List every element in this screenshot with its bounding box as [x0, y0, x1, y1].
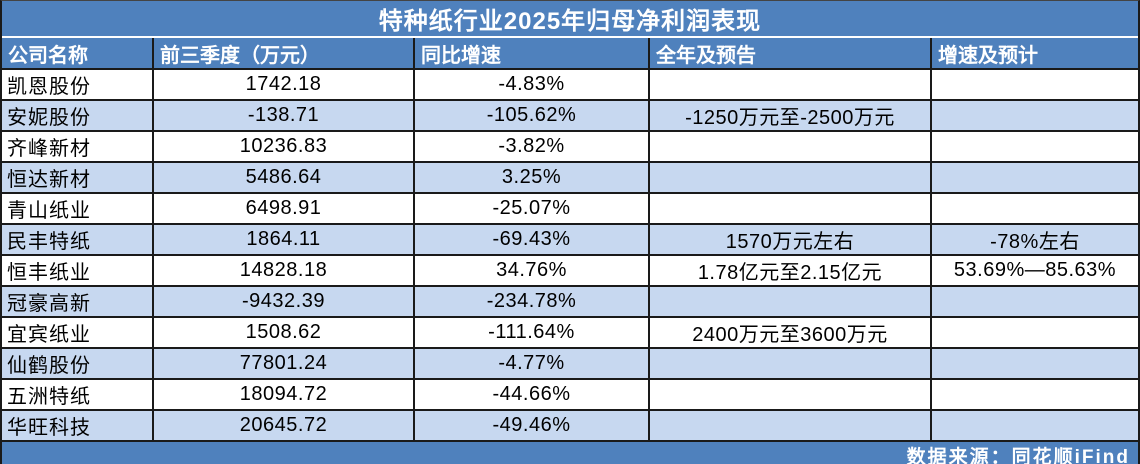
column-header-yoy_growth: 同比增速 — [415, 38, 650, 68]
cell-yoy_growth: -69.43% — [415, 225, 650, 254]
table-row: 凯恩股份 1742.18 -4.83% — [2, 70, 1138, 101]
cell-yoy_growth: -49.46% — [415, 411, 650, 440]
table-row: 民丰特纸 1864.11 -69.43% 1570万元左右 -78%左右 — [2, 225, 1138, 256]
table-body: 凯恩股份 1742.18 -4.83% 安妮股份 -138.71 -105.62% -125… — [2, 70, 1138, 442]
table-row: 恒丰纸业 14828.18 34.76% 1.78亿元至2.15亿元 53.69%—85… — [2, 256, 1138, 287]
column-header-forecast_growth: 增速及预计 — [938, 44, 1038, 67]
cell-yoy_growth: -111.64% — [415, 318, 650, 347]
column-header-company: 公司名称 — [2, 38, 154, 68]
cell-q3_profit: -9432.39 — [154, 287, 415, 316]
cell-forecast_growth — [932, 380, 1138, 409]
cell-full_year_forecast — [650, 287, 932, 316]
cell-full_year_forecast: 1.78亿元至2.15亿元 — [650, 256, 932, 285]
cell-company: 恒达新材 — [2, 163, 154, 192]
column-header-q3_profit: 前三季度（万元） — [154, 38, 415, 68]
cell-yoy_growth: -234.78% — [415, 287, 650, 316]
cell-forecast_growth: -78%左右 — [990, 231, 1080, 253]
cell-yoy_growth: -3.82% — [415, 132, 650, 161]
cell-company: 仙鹤股份 — [2, 349, 154, 378]
cell-full_year_forecast: 1570万元左右 — [650, 225, 932, 254]
cell-company: 安妮股份 — [2, 101, 154, 130]
cell-q3_profit: 18094.72 — [154, 380, 415, 409]
cell-full_year_forecast — [650, 349, 932, 378]
cell-company: 冠豪高新 — [2, 287, 154, 316]
cell-yoy_growth: 34.76% — [415, 256, 650, 285]
cell-company: 民丰特纸 — [2, 225, 154, 254]
table-row: 宜宾纸业 1508.62 -111.64% 2400万元至3600万元 — [2, 318, 1138, 349]
cell-yoy_growth: -4.77% — [415, 349, 650, 378]
table-row: 青山纸业 6498.91 -25.07% — [2, 194, 1138, 225]
cell-forecast_growth — [932, 287, 1138, 316]
cell-forecast_growth — [932, 318, 1138, 347]
table-row: 安妮股份 -138.71 -105.62% -1250万元至-2500万元 — [2, 101, 1138, 132]
cell-yoy_growth: -105.62% — [415, 101, 650, 130]
cell-full_year_forecast — [650, 132, 932, 161]
table-row: 冠豪高新 -9432.39 -234.78% — [2, 287, 1138, 318]
cell-forecast_growth: 53.69%—85.63% — [953, 259, 1117, 281]
cell-forecast_growth — [932, 132, 1138, 161]
cell-yoy_growth: -4.83% — [415, 70, 650, 99]
cell-full_year_forecast — [650, 70, 932, 99]
table-row: 五洲特纸 18094.72 -44.66% — [2, 380, 1138, 411]
cell-yoy_growth: 3.25% — [415, 163, 650, 192]
cell-full_year_forecast — [650, 163, 932, 192]
cell-q3_profit: 1508.62 — [154, 318, 415, 347]
cell-full_year_forecast: 2400万元至3600万元 — [650, 318, 932, 347]
cell-forecast_growth — [932, 163, 1138, 192]
cell-q3_profit: 1864.11 — [154, 225, 415, 254]
cell-q3_profit: 77801.24 — [154, 349, 415, 378]
cell-full_year_forecast — [650, 411, 932, 440]
cell-yoy_growth: -44.66% — [415, 380, 650, 409]
table-row: 仙鹤股份 77801.24 -4.77% — [2, 349, 1138, 380]
table-row: 恒达新材 5486.64 3.25% — [2, 163, 1138, 194]
cell-forecast_growth — [932, 194, 1138, 223]
table-row: 齐峰新材 10236.83 -3.82% — [2, 132, 1138, 163]
cell-q3_profit: 10236.83 — [154, 132, 415, 161]
cell-full_year_forecast: -1250万元至-2500万元 — [650, 101, 932, 130]
cell-full_year_forecast — [650, 194, 932, 223]
cell-company: 宜宾纸业 — [2, 318, 154, 347]
cell-q3_profit: -138.71 — [154, 101, 415, 130]
table-title: 特种纸行业2025年归母净利润表现 — [2, 1, 1138, 38]
cell-full_year_forecast — [650, 380, 932, 409]
cell-company: 华旺科技 — [2, 411, 154, 440]
column-header-full_year_forecast: 全年及预告 — [650, 38, 932, 68]
cell-forecast_growth — [932, 101, 1138, 130]
cell-company: 恒丰纸业 — [2, 256, 154, 285]
table-row: 华旺科技 20645.72 -49.46% — [2, 411, 1138, 442]
data-source-bar: 数据来源：同花顺iFind — [2, 442, 1138, 464]
cell-company: 凯恩股份 — [2, 70, 154, 99]
cell-forecast_growth — [932, 411, 1138, 440]
cell-company: 五洲特纸 — [2, 380, 154, 409]
table-header-row: 公司名称 前三季度（万元） 同比增速 全年及预告 增速及预计 — [2, 38, 1138, 70]
cell-q3_profit: 6498.91 — [154, 194, 415, 223]
cell-q3_profit: 14828.18 — [154, 256, 415, 285]
cell-company: 青山纸业 — [2, 194, 154, 223]
cell-q3_profit: 1742.18 — [154, 70, 415, 99]
cell-company: 齐峰新材 — [2, 132, 154, 161]
cell-q3_profit: 20645.72 — [154, 411, 415, 440]
cell-q3_profit: 5486.64 — [154, 163, 415, 192]
cell-forecast_growth — [932, 349, 1138, 378]
cell-forecast_growth — [932, 70, 1138, 99]
cell-yoy_growth: -25.07% — [415, 194, 650, 223]
